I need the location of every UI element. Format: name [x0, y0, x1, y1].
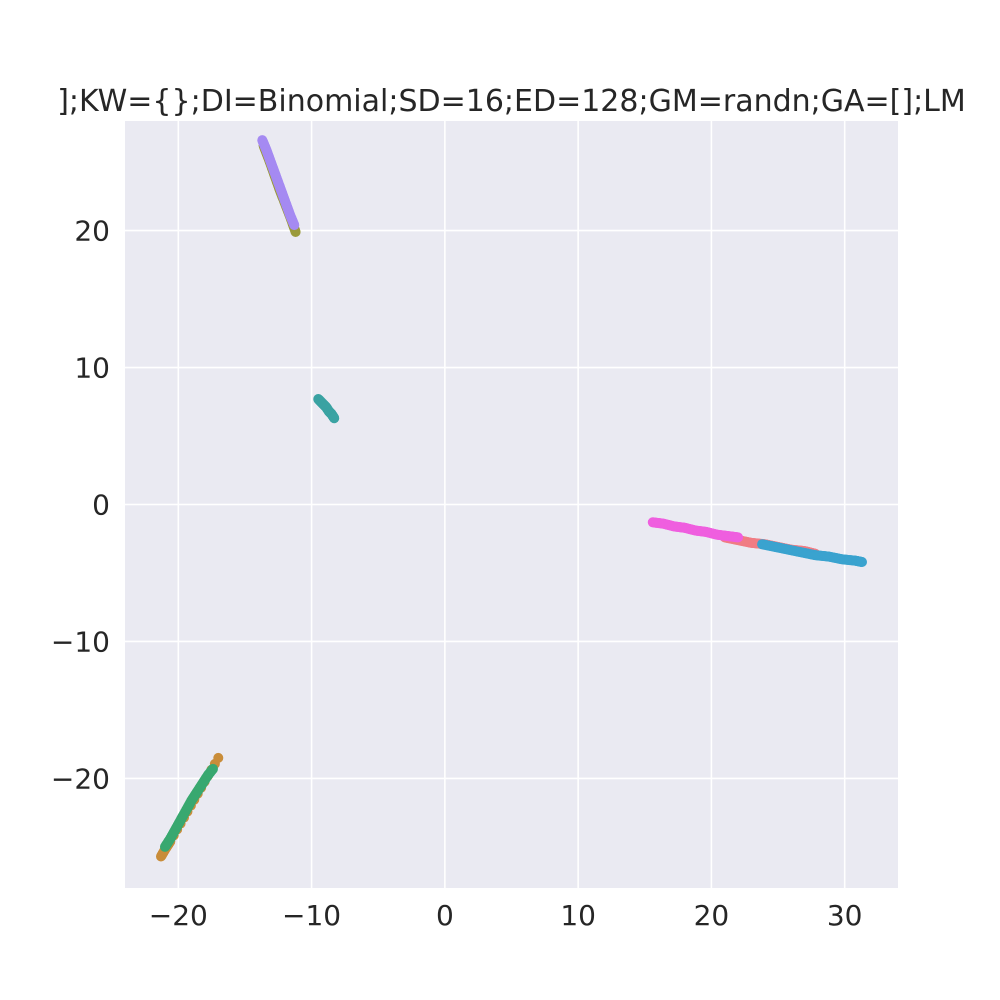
grid-lines: [125, 121, 898, 888]
data-points: [155, 135, 868, 862]
chart-title: ];KW={};DI=Binomial;SD=16;ED=128;GM=rand…: [57, 84, 966, 119]
x-tick-label: −20: [149, 899, 208, 932]
data-point: [289, 220, 300, 231]
series-4: [647, 517, 744, 543]
y-tick-label: 20: [74, 215, 110, 248]
data-point: [857, 557, 868, 568]
data-point: [207, 763, 218, 774]
y-tick-label: −20: [51, 762, 110, 795]
y-axis-ticks: −20 −10 0 10 20: [51, 215, 110, 796]
data-point: [329, 413, 340, 424]
x-tick-label: 20: [694, 899, 730, 932]
x-axis-ticks: −20 −10 0 10 20 30: [149, 899, 863, 932]
x-tick-label: 0: [436, 899, 454, 932]
x-tick-label: 10: [560, 899, 596, 932]
series-7: [159, 763, 218, 852]
series-2: [313, 394, 340, 424]
y-tick-label: −10: [51, 625, 110, 658]
x-tick-label: 30: [827, 899, 863, 932]
data-point: [213, 752, 224, 763]
data-point: [733, 532, 744, 543]
y-tick-label: 0: [92, 489, 110, 522]
y-tick-label: 10: [74, 352, 110, 385]
x-tick-label: −10: [282, 899, 341, 932]
series-5: [757, 539, 868, 568]
series-1: [257, 135, 300, 231]
